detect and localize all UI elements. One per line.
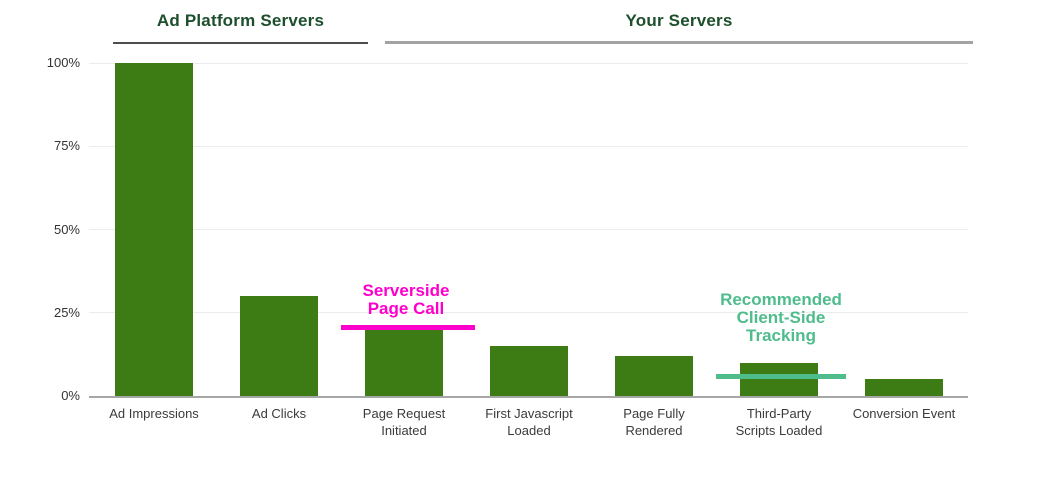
bar-third-party-scripts-loaded <box>740 362 818 396</box>
group-title-your-servers: Your Servers <box>625 11 733 30</box>
x-tick-label-third-party-scripts-loaded: Third-Party Scripts Loaded <box>735 406 823 438</box>
bar-first-javascript-loaded <box>490 346 568 396</box>
x-tick-label-conversion-event: Conversion Event <box>852 406 956 421</box>
y-tick-label-0: 0% <box>61 388 80 403</box>
group-title-ad-platform-servers: Ad Platform Servers <box>156 11 325 30</box>
gridline-50 <box>89 229 968 230</box>
x-tick-label-ad-clicks: Ad Clicks <box>251 406 307 421</box>
x-tick-label-page-fully-rendered: Page Fully Rendered <box>623 406 685 438</box>
x-tick-label-page-request-initiated: Page Request Initiated <box>362 406 446 438</box>
annotation-recommended-client-side-tracking: Recommended Client-Side Tracking <box>720 290 842 345</box>
gridline-100 <box>89 62 968 64</box>
bar-ad-impressions <box>115 63 193 396</box>
x-axis-line <box>89 396 968 398</box>
bar-page-request-initiated <box>365 329 443 396</box>
bar-page-fully-rendered <box>615 356 693 396</box>
x-tick-label-ad-impressions: Ad Impressions <box>109 406 199 421</box>
annotation-line-serverside-page-call <box>341 325 475 331</box>
annotation-serverside-page-call: Serverside Page Call <box>362 281 450 318</box>
y-tick-label-100: 100% <box>46 55 80 70</box>
group-underline-ad-platform-servers <box>113 42 368 44</box>
bar-conversion-event <box>865 379 943 396</box>
y-tick-label-50: 50% <box>53 221 80 237</box>
group-underline-your-servers <box>385 41 973 44</box>
gridline-75 <box>89 145 968 147</box>
y-tick-label-25: 25% <box>53 304 80 320</box>
annotation-line-recommended-client-side-tracking <box>716 373 846 379</box>
y-tick-label-75: 75% <box>53 138 80 154</box>
x-tick-label-first-javascript-loaded: First Javascript Loaded <box>485 406 573 438</box>
bar-ad-clicks <box>240 296 318 396</box>
gridline-25 <box>89 312 968 314</box>
